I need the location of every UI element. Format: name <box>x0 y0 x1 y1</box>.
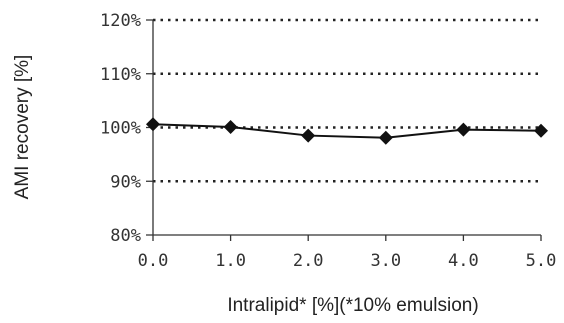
data-point <box>223 119 238 134</box>
chart-axes <box>146 19 542 241</box>
x-tick-labels: 0.0 1.0 2.0 3.0 4.0 5.0 <box>138 251 557 271</box>
data-point <box>146 117 160 132</box>
data-point <box>378 130 393 145</box>
data-point <box>456 122 471 137</box>
x-tick-label: 0.0 <box>138 251 169 271</box>
y-tick-label: 110% <box>100 65 141 85</box>
x-tick-label: 2.0 <box>293 251 324 271</box>
y-tick-labels: 80% 90% 100% 110% 120% <box>100 11 141 246</box>
data-point <box>534 123 548 138</box>
y-tick-label: 80% <box>110 226 141 246</box>
x-axis-label: Intralipid* [%](*10% emulsion) <box>227 295 478 316</box>
x-tick-label: 3.0 <box>370 251 401 271</box>
y-tick-label: 90% <box>110 172 141 192</box>
y-tick-label: 100% <box>100 119 141 139</box>
x-tick-label: 5.0 <box>526 251 557 271</box>
grid-lines <box>153 18 541 183</box>
series-line <box>152 123 542 139</box>
y-axis-label: AMI recovery [%] <box>12 55 33 200</box>
series-group <box>146 117 548 145</box>
data-point <box>301 128 316 143</box>
x-tick-label: 4.0 <box>448 251 479 271</box>
x-tick-label: 1.0 <box>215 251 246 271</box>
y-tick-label: 120% <box>100 11 141 31</box>
